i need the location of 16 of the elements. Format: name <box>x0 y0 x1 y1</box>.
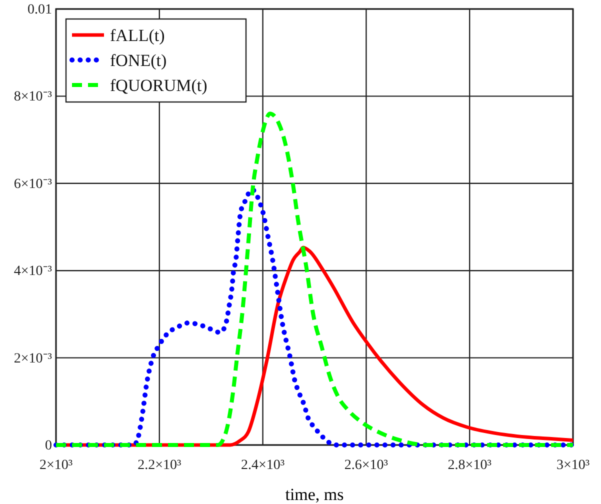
x-tick-label: 2.2×10³ <box>138 458 182 473</box>
y-tick-label: 0.01 <box>28 2 52 18</box>
legend-label: fQUORUM(t) <box>110 76 208 95</box>
legend-label: fALL(t) <box>110 26 165 45</box>
y-tick-label: 0 <box>45 438 52 454</box>
x-tick-label: 2.6×10³ <box>344 458 388 473</box>
x-tick-label: 2.4×10³ <box>241 458 285 473</box>
x-axis-title: time, ms <box>285 485 344 504</box>
legend-label: fONE(t) <box>110 51 167 70</box>
y-tick-label: 6×10⁻³ <box>14 176 52 192</box>
x-tick-label: 2.8×10³ <box>448 458 492 473</box>
x-tick-label: 2×10³ <box>39 458 73 473</box>
y-tick-label: 4×10⁻³ <box>14 264 52 280</box>
x-tick-label: 3×10³ <box>556 458 590 473</box>
y-tick-label: 2×10⁻³ <box>14 351 52 366</box>
y-tick-label: 8×10⁻³ <box>14 90 52 105</box>
